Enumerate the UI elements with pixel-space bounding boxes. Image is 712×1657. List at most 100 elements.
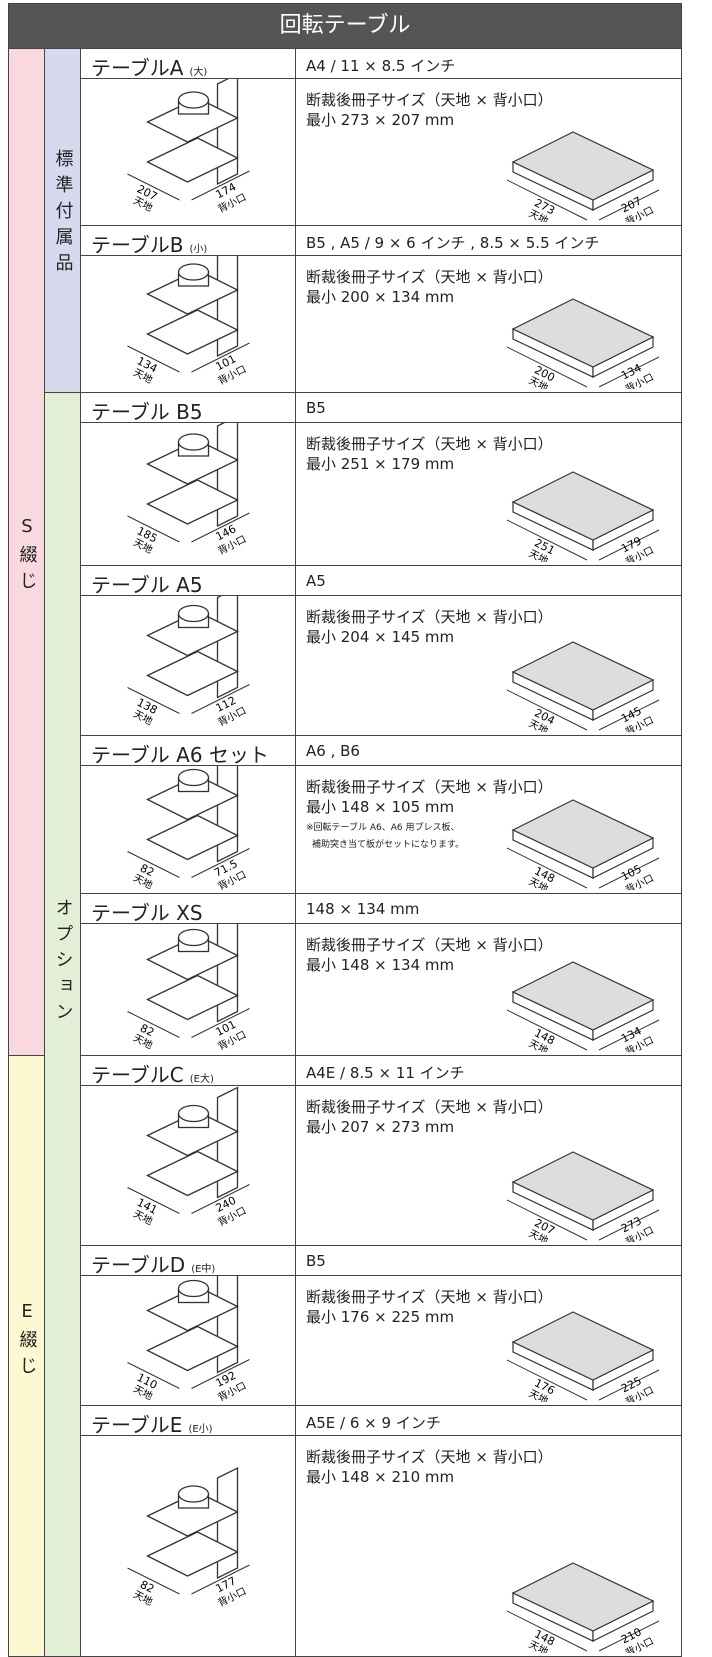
book-top	[511, 1151, 655, 1221]
trim-min: 最小 200 × 134 mm	[306, 288, 455, 306]
formats: A6 , B6	[306, 742, 360, 760]
subgroup-label: オプション	[52, 898, 74, 1028]
cylinder-top	[177, 91, 210, 109]
header: 回転テーブル	[8, 3, 682, 49]
dim-line	[127, 1567, 180, 1595]
plate-lower	[146, 1531, 239, 1577]
image-cell: 82 天地 101 背小口	[80, 923, 296, 1056]
detail-cell: 断裁後冊子サイズ（天地 × 背小口） 最小 200 × 134 mm 200 天地 13…	[295, 255, 682, 393]
image-cell: 134 天地 101 背小口	[80, 255, 296, 393]
book-top	[511, 1562, 655, 1632]
trim-min: 最小 148 × 105 mm	[306, 798, 455, 816]
dim-line	[598, 1369, 660, 1401]
dim-line	[598, 1620, 660, 1652]
detail-cell: 断裁後冊子サイズ（天地 × 背小口） 最小 251 × 179 mm 251 天地 17…	[295, 422, 682, 566]
cylinder-top	[177, 1104, 210, 1123]
trim-caption: 断裁後冊子サイズ（天地 × 背小口）	[306, 435, 553, 453]
note: ※回転テーブル A6、A6 用プレス板、	[306, 823, 460, 833]
table-name: テーブルD (E中)	[81, 1246, 295, 1275]
format-cell: A5E / 6 × 9 インチ	[295, 1405, 682, 1436]
table-name: テーブルB (小)	[81, 226, 295, 256]
bracket-back	[216, 423, 239, 528]
size-note: (E大)	[189, 1074, 214, 1085]
table-name: テーブル B5	[81, 393, 295, 422]
bracket-back	[216, 596, 239, 699]
bracket-back	[216, 1276, 239, 1374]
dim-line	[598, 1209, 660, 1241]
size-note: (E中)	[191, 1264, 216, 1275]
table-name-text: テーブルA	[91, 56, 184, 79]
plate-lower	[146, 1325, 239, 1372]
image-cell: 141 天地 240 背小口	[80, 1085, 296, 1246]
dim-line	[598, 1019, 660, 1051]
trim-min: 最小 251 × 179 mm	[306, 455, 455, 473]
dim-line	[598, 189, 660, 221]
trim-caption: 断裁後冊子サイズ（天地 × 背小口）	[306, 91, 553, 109]
format-cell: B5 , A5 / 9 × 6 インチ , 8.5 × 5.5 インチ	[295, 225, 682, 256]
bracket-back	[216, 1466, 239, 1580]
dim-line	[127, 851, 180, 878]
table-name-text: テーブル A5	[91, 573, 203, 596]
table-name-text: テーブル A6 セット	[91, 743, 269, 766]
book-top	[511, 298, 655, 368]
cylinder-top	[177, 263, 210, 281]
format-cell: A4 / 11 × 8.5 インチ	[295, 48, 682, 79]
book-top	[511, 799, 655, 869]
trim-min: 最小 204 × 145 mm	[306, 628, 455, 646]
name-cell: テーブル B5	[80, 392, 296, 423]
trim-min: 最小 207 × 273 mm	[306, 1118, 455, 1136]
dim-line	[506, 1009, 588, 1051]
dim-line	[127, 1187, 180, 1214]
image-cell: 207 天地 174 背小口	[80, 78, 296, 226]
table-name: テーブルA (大)	[81, 49, 295, 79]
plate-lower	[146, 309, 239, 355]
formats: A4 / 11 × 8.5 インチ	[306, 57, 456, 75]
dim-line	[191, 684, 250, 714]
dim-line	[127, 173, 180, 201]
cylinder-top	[177, 604, 210, 623]
format-cell: B5	[295, 1245, 682, 1276]
name-cell: テーブル A5	[80, 565, 296, 596]
image-cell: 185 天地 146 背小口	[80, 422, 296, 566]
cylinder-top	[177, 768, 210, 787]
cylinder-top	[177, 928, 210, 947]
name-cell: テーブルB (小)	[80, 225, 296, 256]
name-cell: テーブル XS	[80, 893, 296, 924]
subgroup-cell: 標準付属品	[44, 48, 81, 393]
table-dim: 82	[138, 861, 156, 879]
dim-line	[191, 170, 250, 201]
dim-line	[191, 512, 250, 543]
format-cell: B5	[295, 392, 682, 423]
cylinder-top	[177, 433, 210, 451]
bracket-back	[216, 79, 239, 186]
dim-line	[127, 345, 180, 373]
table-name-text: テーブル XS	[91, 901, 203, 924]
dim-line	[506, 847, 588, 889]
table-name-text: テーブルB	[91, 233, 184, 256]
note: 補助突き当て板がセットになります。	[312, 840, 465, 850]
trim-caption: 断裁後冊子サイズ（天地 × 背小口）	[306, 936, 553, 954]
detail-cell: 断裁後冊子サイズ（天地 × 背小口） 最小 148 × 105 mm ※回転テーブル…	[295, 765, 682, 894]
bracket-back	[216, 766, 239, 863]
name-cell: テーブルA (大)	[80, 48, 296, 79]
trim-caption: 断裁後冊子サイズ（天地 × 背小口）	[306, 268, 553, 286]
detail-cell: 断裁後冊子サイズ（天地 × 背小口） 最小 273 × 207 mm 273 天地 20…	[295, 78, 682, 226]
size-note: (大)	[189, 67, 208, 78]
book-top	[511, 1311, 655, 1381]
plate-lower	[146, 1150, 239, 1197]
dim-line	[191, 1564, 250, 1595]
format-cell: 148 × 134 mm	[295, 893, 682, 924]
subgroup-cell: オプション	[44, 392, 81, 1657]
image-cell: 82 天地 177 背小口	[80, 1435, 296, 1657]
